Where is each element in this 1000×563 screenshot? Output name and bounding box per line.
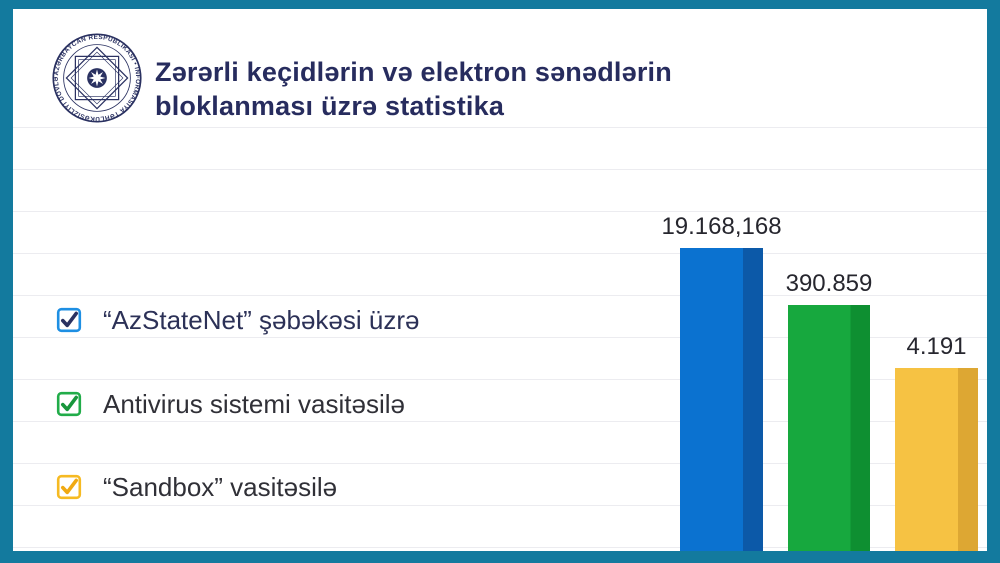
gridline — [0, 127, 1000, 128]
bar-0 — [680, 248, 763, 551]
legend-item-azstatenet: “AzStateNet” şəbəkəsi üzrə — [56, 305, 419, 335]
gridline — [0, 211, 1000, 212]
slide-border-bottom — [0, 551, 1000, 563]
title-line-1: Zərərli keçidlərin və elektron sənədləri… — [155, 57, 672, 87]
legend-item-sandbox: “Sandbox” vasitəsilə — [56, 472, 337, 502]
legend-item-antivirus: Antivirus sistemi vasitəsilə — [56, 389, 405, 419]
gridline — [0, 463, 1000, 464]
seal-octagram-icon — [65, 46, 129, 110]
legend-item-label: “Sandbox” vasitəsilə — [103, 471, 338, 502]
bar-value-label: 390.859 — [785, 270, 873, 297]
legend-item-label: Antivirus sistemi vasitəsilə — [103, 388, 405, 419]
slide-border-right — [987, 0, 1000, 563]
seal-star-icon — [88, 69, 106, 87]
gridline — [0, 337, 1000, 338]
bar-2 — [895, 368, 978, 551]
gridline — [0, 295, 1000, 296]
bar-1 — [788, 305, 870, 551]
title-line-2: bloklanması üzrə statistika — [155, 91, 505, 121]
gridline — [0, 253, 1000, 254]
gridline — [0, 547, 1000, 548]
gridline — [0, 421, 1000, 422]
bar-value-label: 4.191 — [906, 333, 967, 360]
slide-border-top — [0, 0, 1000, 9]
slide-border-left — [0, 0, 13, 563]
state-seal-logo: AZƏRBAYCAN RESPUBLİKASI • İNFORMASİYA TƏ… — [50, 31, 142, 124]
bar-value-label: 19.168,168 — [661, 213, 782, 240]
slide-title: Zərərli keçidlərin və elektron sənədləri… — [155, 55, 672, 123]
checkbox-checked-icon[interactable] — [56, 474, 82, 500]
checkbox-checked-icon[interactable] — [56, 391, 82, 417]
gridline — [0, 505, 1000, 506]
legend-item-label: “AzStateNet” şəbəkəsi üzrə — [103, 304, 420, 335]
seal-inner-ring — [63, 44, 131, 112]
gridline — [0, 169, 1000, 170]
gridline — [0, 379, 1000, 380]
checkbox-checked-icon[interactable] — [56, 307, 82, 333]
